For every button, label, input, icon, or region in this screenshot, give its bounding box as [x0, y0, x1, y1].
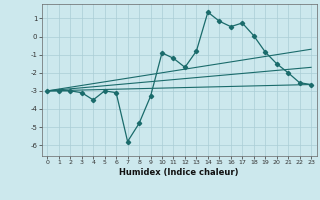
X-axis label: Humidex (Indice chaleur): Humidex (Indice chaleur) — [119, 168, 239, 177]
